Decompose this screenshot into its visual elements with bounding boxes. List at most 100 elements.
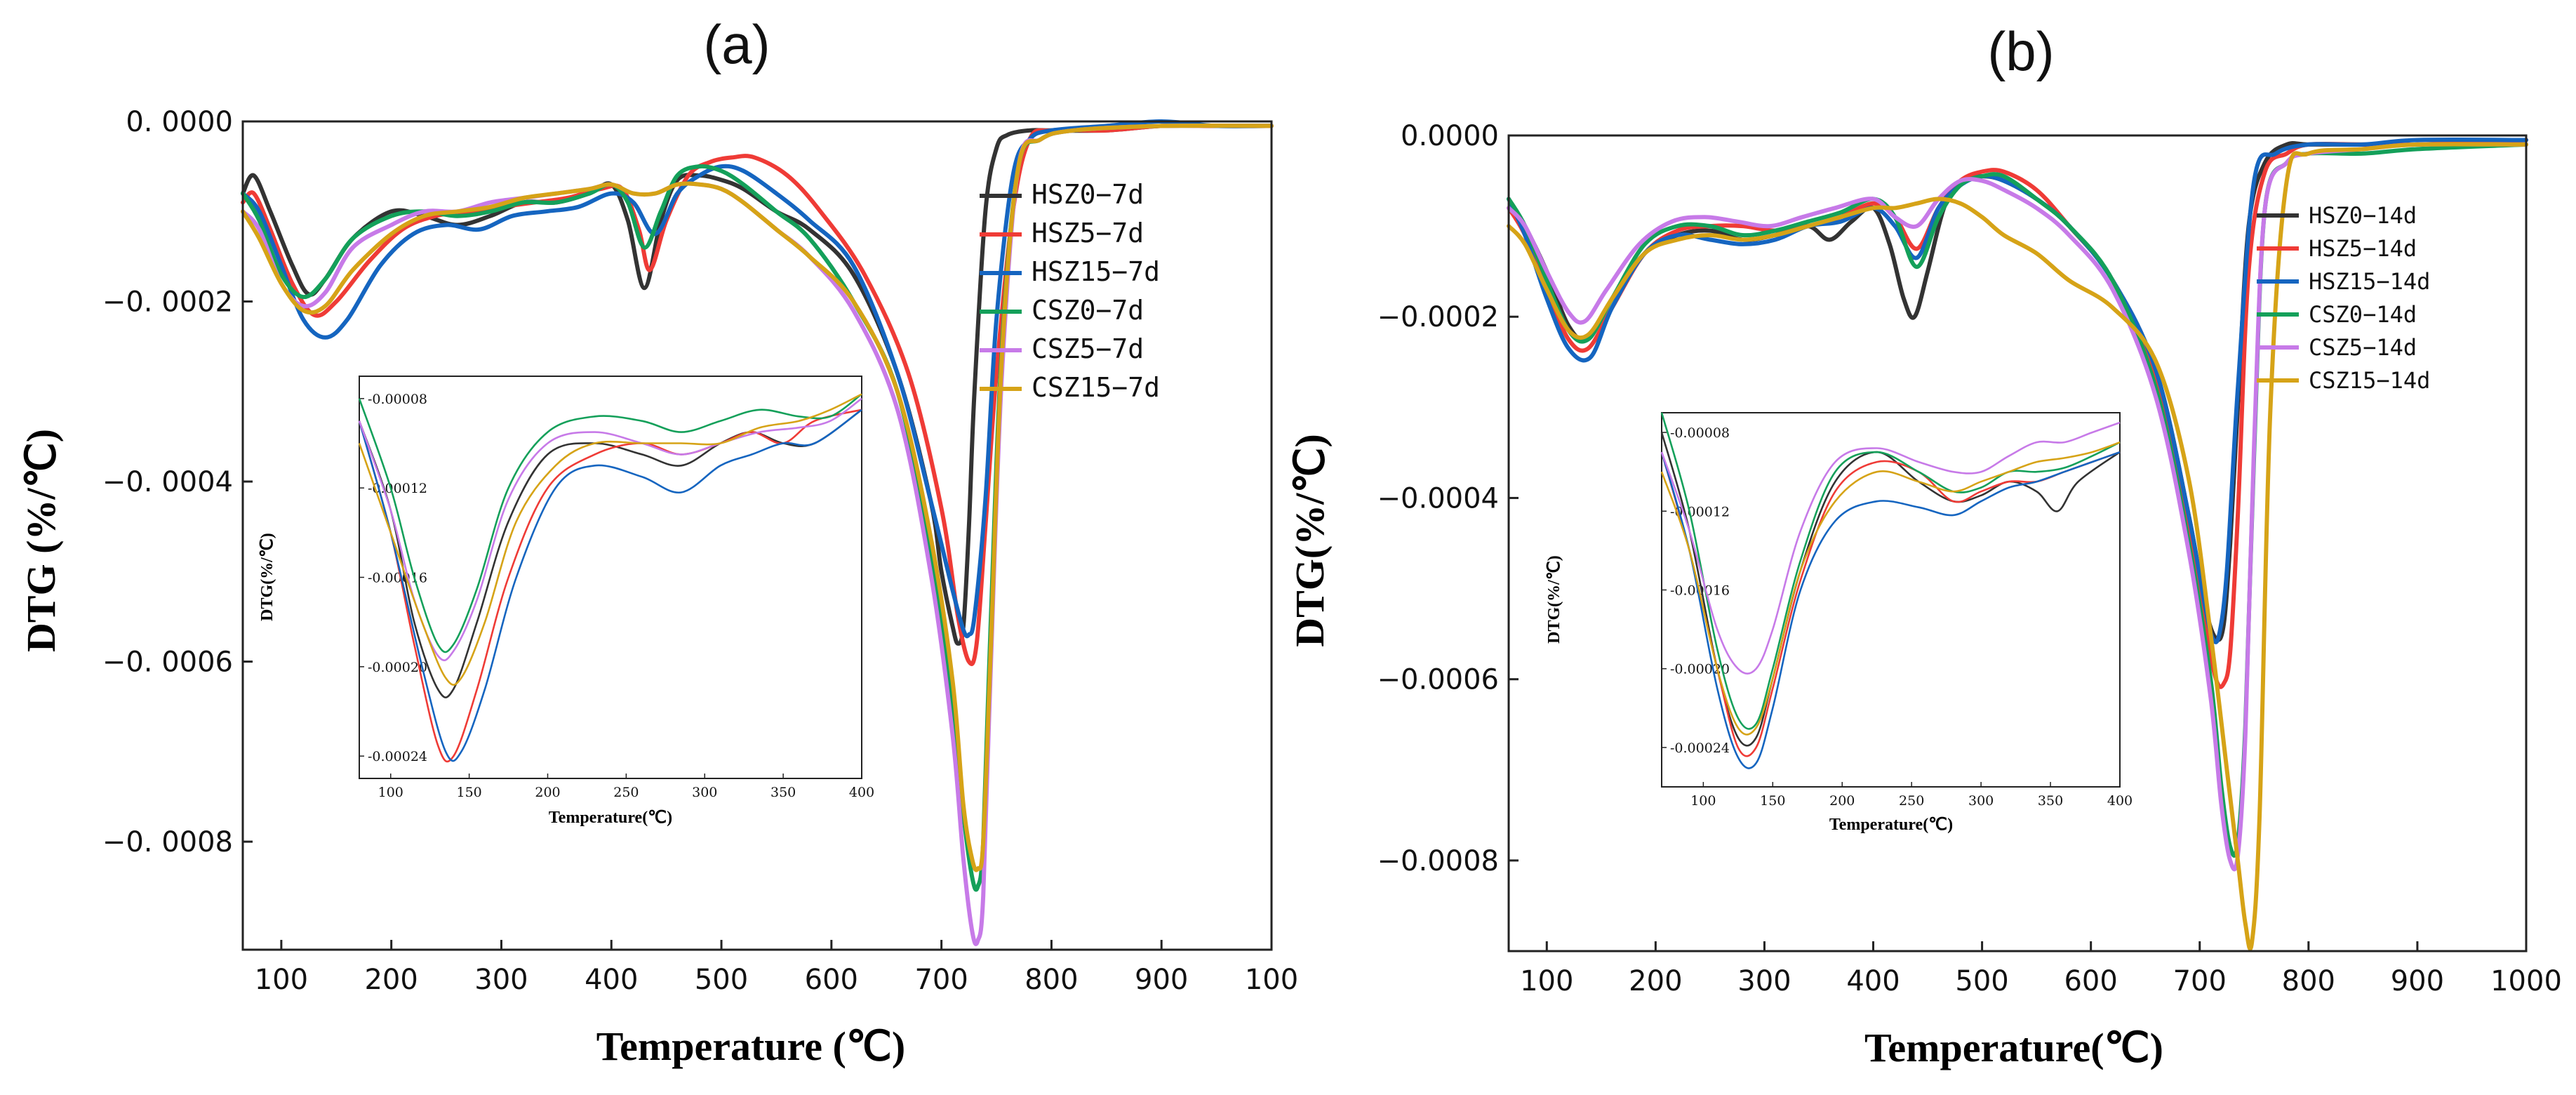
inset-series-line-hsz5 xyxy=(358,409,862,763)
panel-a-inset-series xyxy=(358,393,862,763)
inset-series-line-csz15 xyxy=(1660,441,2121,736)
inset-x-tick-label: 100 xyxy=(1690,793,1716,809)
series-line-csz5 xyxy=(1507,142,2528,872)
x-tick-label: 1000 xyxy=(2490,965,2562,997)
x-tick-label: 800 xyxy=(1025,964,1078,996)
inset-series-line-csz0 xyxy=(1660,412,2121,730)
panel-a-label: (a) xyxy=(703,13,770,75)
y-tick-label: 0.0000 xyxy=(1401,120,1499,152)
inset-x-tick-label: 150 xyxy=(456,785,481,800)
y-tick-label: −0.0006 xyxy=(1377,664,1499,696)
inset-series-line-csz0 xyxy=(358,393,862,653)
x-tick-label: 100 xyxy=(255,964,308,996)
x-tick-label: 400 xyxy=(1846,965,1900,997)
x-tick-label: 500 xyxy=(695,964,748,996)
y-tick-label: −0.0004 xyxy=(1377,482,1499,515)
x-tick-label: 300 xyxy=(1737,965,1791,997)
inset-y-tick-label: -0.00024 xyxy=(368,749,427,764)
panel-a-y-ticks: 0. 0000 −0. 0002 −0. 0004 −0. 0006 −0. 0008 xyxy=(102,106,253,858)
legend-label-hsz15: HSZ15−7d xyxy=(1032,256,1160,287)
inset-x-tick-label: 250 xyxy=(1899,793,1924,809)
panel-b-x-ticks: 100 200 300 400 500 600 700 800 900 1000 xyxy=(1520,941,2562,997)
inset-y-tick-label: -0.00024 xyxy=(1670,741,1730,756)
inset-x-tick-label: 350 xyxy=(770,785,796,800)
panel-b-inset-ylabel: DTG(%/℃) xyxy=(1545,555,1563,644)
x-tick-label: 600 xyxy=(2064,965,2117,997)
panel-a-plot: 100 200 300 400 500 600 700 800 900 100 0. 0000 −0… xyxy=(102,106,1298,996)
panel-a-ylabel: DTG (%/℃) xyxy=(18,429,64,652)
panel-a: (a) 100 200 300 400 500 600 700 800 900 100 0. 00… xyxy=(18,13,1298,1069)
x-tick-label: 700 xyxy=(2173,965,2227,997)
panel-a-series xyxy=(241,119,1274,946)
panel-b-inset-frame xyxy=(1661,412,2121,788)
panel-b-frame xyxy=(1507,134,2528,953)
panel-a-x-ticks: 100 200 300 400 500 600 700 800 900 100 xyxy=(255,940,1298,996)
panel-b-plot: 100 200 300 400 500 600 700 800 900 1000 0.0000 −0… xyxy=(1377,120,2562,997)
panel-b: (b) 100 200 300 400 500 600 700 800 900 1000 0.00… xyxy=(1287,20,2562,1070)
inset-series-line-csz5 xyxy=(1660,421,2121,675)
x-tick-label: 700 xyxy=(914,964,968,996)
panel-b-inset: 100 150 200 250 300 350 400-0.00008-0.00012-0.… xyxy=(1545,412,2133,834)
legend-label-hsz5: HSZ5−14d xyxy=(2309,235,2417,262)
legend-label-hsz15: HSZ15−14d xyxy=(2309,268,2430,295)
legend-label-csz5: CSZ5−14d xyxy=(2309,334,2417,361)
legend-label-csz0: CSZ0−14d xyxy=(2309,301,2417,328)
x-tick-label: 500 xyxy=(1955,965,2008,997)
inset-x-tick-label: 350 xyxy=(2038,793,2063,809)
legend-label-csz15: CSZ15−14d xyxy=(2309,367,2430,394)
panel-a-inset-ylabel: DTG(%/℃) xyxy=(258,533,276,621)
x-tick-label: 600 xyxy=(805,964,858,996)
inset-x-tick-label: 300 xyxy=(1968,793,1994,809)
panel-b-label: (b) xyxy=(1987,20,2054,82)
legend-label-hsz0: HSZ0−14d xyxy=(2309,202,2417,229)
series-line-csz15 xyxy=(241,123,1274,872)
panel-a-xlabel: Temperature (℃) xyxy=(596,1023,905,1069)
y-tick-label: −0. 0004 xyxy=(102,466,233,498)
x-tick-label: 100 xyxy=(1520,965,1573,997)
x-tick-label: 800 xyxy=(2282,965,2335,997)
panel-b-xlabel: Temperature(℃) xyxy=(1864,1025,2163,1070)
panel-b-ylabel: DTG(%/℃) xyxy=(1287,434,1333,647)
inset-series-line-hsz15 xyxy=(358,409,862,762)
panel-b-series xyxy=(1507,138,2528,951)
series-line-hsz15 xyxy=(241,119,1274,639)
x-tick-label: 900 xyxy=(2391,965,2444,997)
panel-b-inset-xlabel: Temperature(℃) xyxy=(1829,816,1953,834)
x-tick-label: 100 xyxy=(1245,964,1298,996)
inset-y-tick-label: -0.00016 xyxy=(368,571,427,586)
legend-label-hsz5: HSZ5−7d xyxy=(1032,218,1144,248)
x-tick-label: 200 xyxy=(1629,965,1682,997)
panel-b-inset-series xyxy=(1660,412,2121,769)
legend-label-csz5: CSZ5−7d xyxy=(1032,333,1144,364)
legend-label-csz15: CSZ15−7d xyxy=(1032,372,1160,403)
x-tick-label: 400 xyxy=(585,964,638,996)
inset-y-tick-label: -0.00008 xyxy=(1670,425,1730,441)
panel-b-y-ticks: 0.0000 −0.0002 −0.0004 −0.0006 −0.0008 xyxy=(1377,120,1519,877)
inset-x-tick-label: 150 xyxy=(1760,793,1785,809)
inset-series-line-csz15 xyxy=(358,393,862,686)
y-tick-label: −0.0008 xyxy=(1377,845,1499,877)
inset-y-tick-label: -0.00020 xyxy=(368,660,427,675)
series-line-csz15 xyxy=(1507,142,2528,951)
panel-a-inset-xlabel: Temperature(℃) xyxy=(549,809,672,827)
x-tick-label: 200 xyxy=(364,964,418,996)
x-tick-label: 900 xyxy=(1135,964,1188,996)
panel-a-inset: 100 150 200 250 300 350 400-0.00008-0.00012-0.… xyxy=(258,376,874,827)
y-tick-label: −0. 0008 xyxy=(102,826,233,858)
y-tick-label: 0. 0000 xyxy=(126,106,233,138)
inset-x-tick-label: 300 xyxy=(692,785,717,800)
legend-label-hsz0: HSZ0−7d xyxy=(1032,179,1144,210)
panel-b-legend: HSZ0−14d HSZ5−14d HSZ15−14d CSZ0−14d CSZ5−14… xyxy=(2257,202,2430,394)
inset-x-tick-label: 100 xyxy=(378,785,403,800)
x-tick-label: 300 xyxy=(474,964,528,996)
inset-y-tick-label: -0.00008 xyxy=(368,392,427,407)
inset-x-tick-label: 400 xyxy=(2107,793,2133,809)
y-tick-label: −0. 0002 xyxy=(102,286,233,319)
legend-label-csz0: CSZ0−7d xyxy=(1032,295,1144,326)
panel-a-legend: HSZ0−7d HSZ5−7d HSZ15−7d CSZ0−7d CSZ5−7d CSZ1… xyxy=(980,179,1160,403)
inset-x-tick-label: 250 xyxy=(613,785,639,800)
y-tick-label: −0.0002 xyxy=(1377,301,1499,333)
inset-x-tick-label: 200 xyxy=(1829,793,1855,809)
inset-x-tick-label: 200 xyxy=(535,785,560,800)
